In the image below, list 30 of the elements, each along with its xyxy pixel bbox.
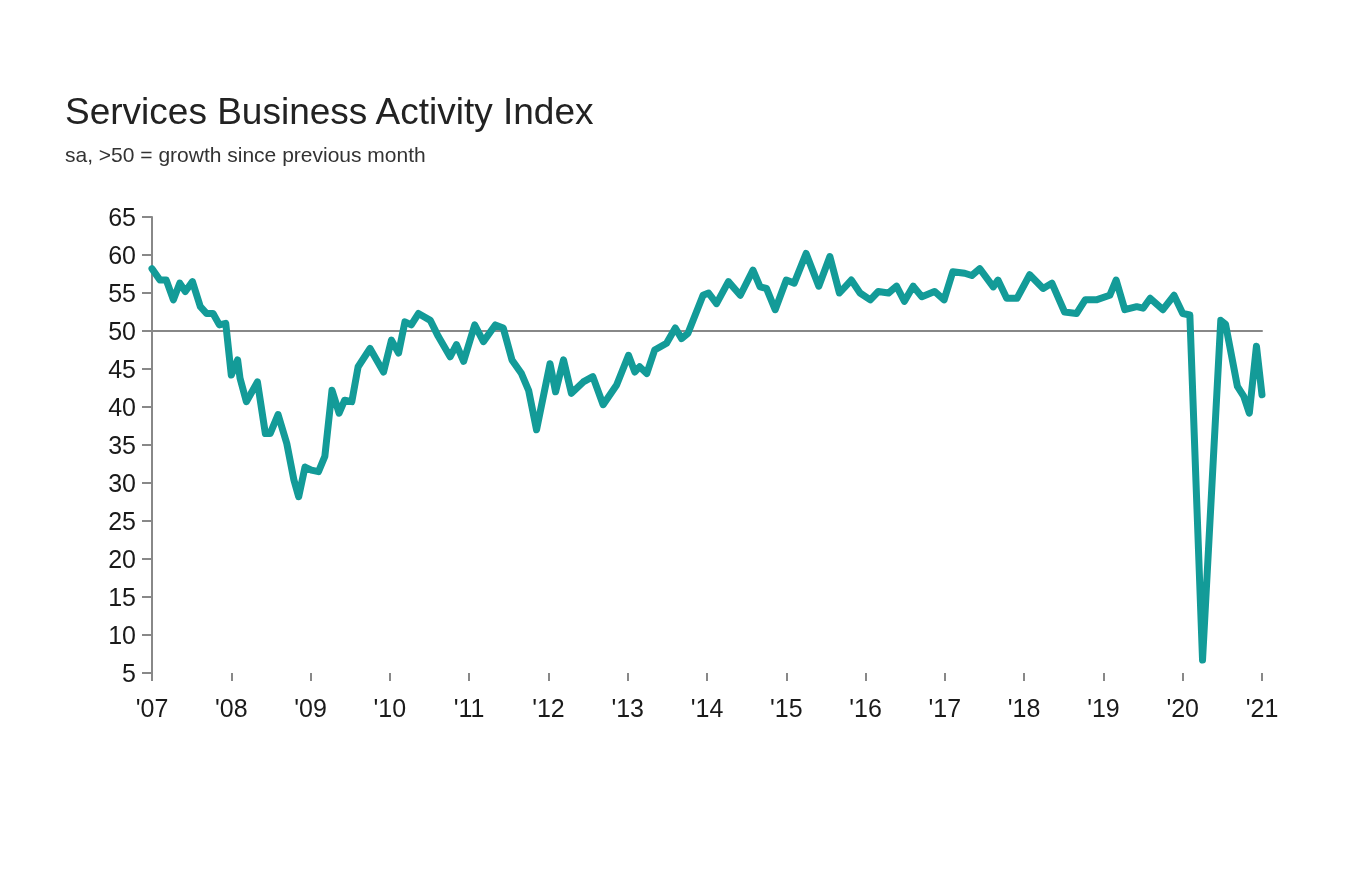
x-tick-label: '14 bbox=[690, 693, 724, 722]
x-tick-label: '17 bbox=[928, 693, 962, 722]
x-tick-label: '21 bbox=[1245, 693, 1279, 722]
y-tick-label: 15 bbox=[108, 583, 136, 611]
chart-subtitle: sa, >50 = growth since previous month bbox=[65, 143, 426, 166]
y-tick-label: 25 bbox=[108, 507, 136, 535]
x-tick-label: '19 bbox=[1087, 693, 1120, 722]
x-tick-label: '16 bbox=[849, 693, 882, 722]
x-tick-label: '18 bbox=[1007, 693, 1041, 722]
chart-title: Services Business Activity Index bbox=[65, 91, 594, 132]
y-tick-label: 40 bbox=[108, 393, 136, 421]
x-tick-label: '08 bbox=[214, 693, 248, 722]
x-tick-label: '20 bbox=[1166, 693, 1200, 722]
x-tick-label: '10 bbox=[373, 693, 407, 722]
y-tick-label: 35 bbox=[108, 431, 136, 459]
y-tick-label: 60 bbox=[108, 241, 136, 269]
y-tick-label: 45 bbox=[108, 355, 136, 383]
x-tick-label: '12 bbox=[532, 693, 565, 722]
y-tick-label: 55 bbox=[108, 279, 136, 307]
y-tick-label: 65 bbox=[108, 203, 136, 231]
y-tick-label: 5 bbox=[122, 659, 136, 687]
y-tick-label: 30 bbox=[108, 469, 136, 497]
y-tick-label: 10 bbox=[108, 621, 136, 649]
x-tick-label: '15 bbox=[769, 693, 803, 722]
y-tick-label: 50 bbox=[108, 317, 136, 345]
x-tick-label: '09 bbox=[294, 693, 327, 722]
x-tick-label: '11 bbox=[453, 693, 485, 722]
x-tick-label: '13 bbox=[611, 693, 645, 722]
x-tick-label: '07 bbox=[135, 693, 169, 722]
y-tick-label: 20 bbox=[108, 545, 136, 573]
